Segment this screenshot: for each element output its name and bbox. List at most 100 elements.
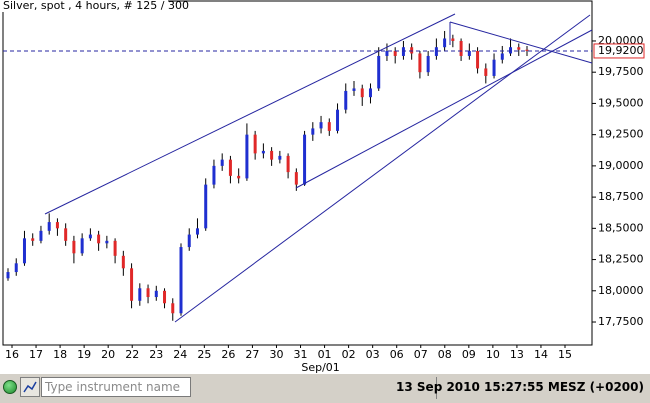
candle-body [39, 230, 43, 241]
candle-body [64, 228, 68, 241]
chart: Silver, spot , 4 hours, # 125 / 300 17,7… [0, 0, 645, 373]
candle-body [426, 55, 430, 73]
candle-body [451, 38, 455, 41]
toolbar: Type instrument name 13 Sep 2010 15:27:5… [0, 373, 650, 403]
candle-body [368, 88, 372, 98]
x-tick-label: 01 [318, 348, 332, 361]
x-tick-label: 06 [390, 348, 404, 361]
y-tick-label: 18,0000 [598, 284, 644, 297]
price-tag [593, 43, 645, 59]
clock: 13 Sep 2010 15:27:55 MESZ (+0200) [396, 380, 644, 394]
candle-body [245, 134, 249, 179]
candle-body [303, 134, 307, 185]
x-tick-label: 03 [366, 348, 380, 361]
candle-body [253, 134, 257, 154]
candle-body [55, 222, 59, 229]
candle-body [212, 165, 216, 185]
trend-line [295, 29, 593, 189]
chart-button[interactable] [20, 377, 40, 397]
candle-body [294, 172, 298, 185]
candle-body [500, 53, 504, 60]
candle-body [113, 240, 117, 256]
candle-body [270, 150, 274, 160]
x-tick-label: 19 [77, 348, 91, 361]
candle-body [509, 47, 513, 54]
candle-body [459, 40, 463, 56]
candle-body [492, 59, 496, 76]
candle-body [22, 238, 26, 264]
candle-body [467, 50, 471, 56]
x-tick-label: 23 [149, 348, 163, 361]
trend-line [44, 13, 456, 215]
x-tick-label: 17 [29, 348, 43, 361]
x-tick-label: 08 [438, 348, 452, 361]
candle-body [484, 68, 488, 76]
candle-body [360, 88, 364, 98]
candle-body [228, 159, 232, 176]
x-tick-label: 07 [414, 348, 428, 361]
y-tick-label: 19,5000 [598, 96, 644, 109]
x-tick-label: 16 [5, 348, 19, 361]
candle-body [6, 272, 10, 279]
x-tick-label: 18 [53, 348, 67, 361]
candle-body [261, 150, 265, 154]
y-tick-label: 18,2500 [598, 253, 644, 266]
x-group-label: Sep/01 [301, 361, 339, 373]
candle-body [336, 109, 340, 131]
candle-body [154, 290, 158, 298]
y-tick-label: 18,5000 [598, 221, 644, 234]
candle-body [97, 234, 101, 244]
candle-body [237, 175, 241, 179]
candle-body [311, 128, 315, 135]
candle-body [327, 122, 331, 131]
trend-line [449, 21, 593, 64]
x-tick-label: 27 [245, 348, 259, 361]
candle-body [443, 38, 447, 48]
y-tick-label: 18,7500 [598, 190, 644, 203]
x-tick-label: 13 [510, 348, 524, 361]
candle-body [179, 247, 183, 314]
x-tick-label: 26 [221, 348, 235, 361]
candle-body [517, 47, 521, 50]
candle-body [47, 222, 51, 231]
candle-body [476, 50, 480, 69]
x-tick-label: 14 [534, 348, 548, 361]
candle-body [377, 55, 381, 89]
y-tick-label: 19,2500 [598, 128, 644, 141]
candle-body [138, 288, 142, 301]
candle-body [401, 47, 405, 56]
candle-body [105, 240, 109, 244]
candle-body [163, 290, 167, 304]
x-tick-label: 15 [558, 348, 572, 361]
candle-body [130, 268, 134, 301]
x-tick-label: 10 [486, 348, 500, 361]
candle-body [220, 159, 224, 166]
trend-line [174, 14, 591, 323]
candle-body [434, 47, 438, 56]
instrument-input[interactable]: Type instrument name [41, 377, 191, 397]
chart-icon [23, 381, 37, 393]
x-tick-label: 25 [197, 348, 211, 361]
status-icon[interactable] [3, 380, 17, 394]
candle-body [278, 155, 282, 160]
y-tick-label: 19,7500 [598, 65, 644, 78]
candle-body [319, 122, 323, 129]
y-tick-label: 17,7500 [598, 315, 644, 328]
candle-body [14, 263, 18, 273]
candle-body [418, 53, 422, 73]
candle-body [393, 50, 397, 56]
title-bg [0, 0, 168, 12]
x-tick-label: 24 [173, 348, 187, 361]
x-tick-label: 31 [294, 348, 308, 361]
candle-body [410, 47, 414, 54]
candle-body [525, 49, 529, 51]
x-tick-label: 02 [342, 348, 356, 361]
trend-lines [44, 13, 593, 323]
chart-title: Silver, spot , 4 hours, # 125 / 300 [3, 0, 189, 12]
candle-body [88, 234, 92, 239]
candle-body [204, 184, 208, 229]
x-tick-label: 30 [269, 348, 283, 361]
candle-body [72, 240, 76, 254]
candle-body [187, 234, 191, 248]
